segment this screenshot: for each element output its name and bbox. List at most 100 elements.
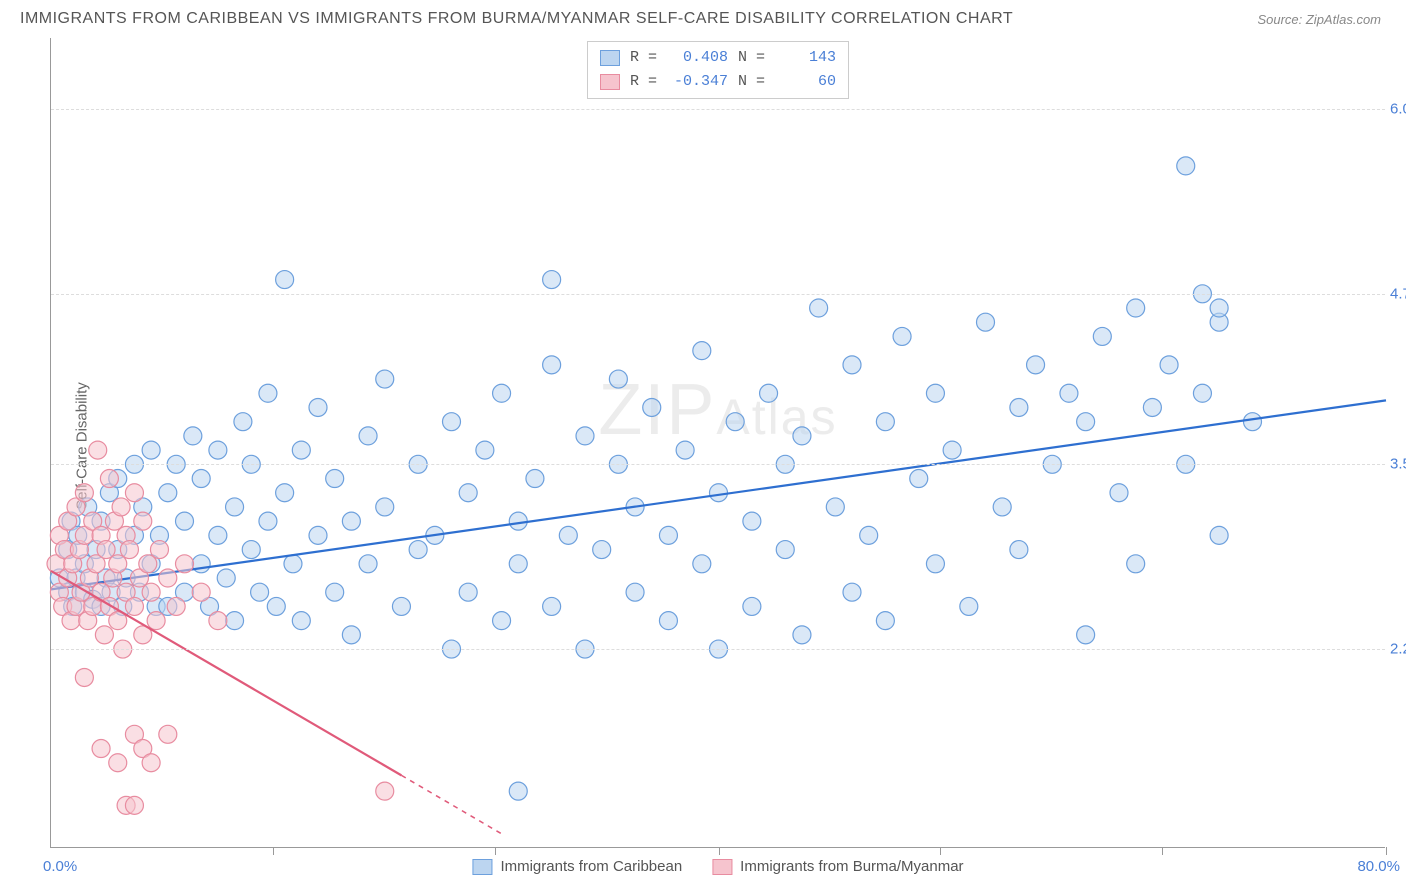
scatter-point-series-1: [192, 583, 210, 601]
legend-swatch-0: [600, 50, 620, 66]
gridline-horizontal: [51, 294, 1385, 295]
scatter-point-series-0: [1093, 327, 1111, 345]
correlation-legend: R =0.408 N =143 R =-0.347 N =60: [587, 41, 849, 99]
chart-svg: [51, 38, 1385, 847]
scatter-point-series-0: [184, 427, 202, 445]
scatter-point-series-0: [359, 555, 377, 573]
scatter-point-series-0: [459, 484, 477, 502]
gridline-horizontal: [51, 649, 1385, 650]
scatter-point-series-1: [150, 541, 168, 559]
scatter-point-series-1: [125, 484, 143, 502]
scatter-point-series-0: [342, 512, 360, 530]
scatter-point-series-0: [1160, 356, 1178, 374]
x-tick: [940, 847, 941, 855]
scatter-point-series-0: [284, 555, 302, 573]
x-tick: [495, 847, 496, 855]
chart-title: IMMIGRANTS FROM CARIBBEAN VS IMMIGRANTS …: [20, 10, 1013, 28]
scatter-point-series-1: [142, 754, 160, 772]
scatter-point-series-1: [112, 498, 130, 516]
legend-item-0: Immigrants from Caribbean: [472, 858, 682, 875]
scatter-point-series-0: [593, 541, 611, 559]
scatter-point-series-1: [159, 569, 177, 587]
scatter-point-series-0: [810, 299, 828, 317]
scatter-point-series-0: [559, 526, 577, 544]
scatter-point-series-0: [1127, 555, 1145, 573]
scatter-point-series-0: [776, 541, 794, 559]
gridline-horizontal: [51, 109, 1385, 110]
scatter-point-series-0: [743, 597, 761, 615]
scatter-point-series-0: [710, 484, 728, 502]
scatter-point-series-0: [543, 356, 561, 374]
y-tick-label: 3.5%: [1390, 456, 1406, 473]
x-tick: [273, 847, 274, 855]
legend-row-series-0: R =0.408 N =143: [600, 46, 836, 70]
scatter-point-series-0: [876, 413, 894, 431]
scatter-point-series-0: [267, 597, 285, 615]
scatter-point-series-1: [109, 754, 127, 772]
legend-swatch-1: [600, 74, 620, 90]
scatter-point-series-0: [259, 512, 277, 530]
legend-label-1: Immigrants from Burma/Myanmar: [740, 858, 963, 875]
scatter-point-series-0: [292, 612, 310, 630]
scatter-point-series-0: [326, 583, 344, 601]
scatter-point-series-0: [276, 484, 294, 502]
scatter-point-series-0: [376, 498, 394, 516]
scatter-point-series-1: [376, 782, 394, 800]
scatter-point-series-1: [142, 583, 160, 601]
scatter-point-series-0: [926, 384, 944, 402]
scatter-point-series-0: [142, 441, 160, 459]
legend-row-series-1: R =-0.347 N =60: [600, 70, 836, 94]
scatter-point-series-1: [176, 555, 194, 573]
scatter-point-series-0: [609, 370, 627, 388]
scatter-point-series-0: [926, 555, 944, 573]
scatter-point-series-0: [1110, 484, 1128, 502]
scatter-point-series-0: [292, 441, 310, 459]
scatter-point-series-0: [259, 384, 277, 402]
scatter-point-series-1: [125, 597, 143, 615]
scatter-point-series-0: [693, 555, 711, 573]
scatter-point-series-0: [1244, 413, 1262, 431]
scatter-point-series-0: [543, 597, 561, 615]
scatter-point-series-0: [159, 484, 177, 502]
scatter-point-series-0: [443, 413, 461, 431]
scatter-point-series-1: [95, 626, 113, 644]
scatter-point-series-0: [459, 583, 477, 601]
scatter-point-series-1: [209, 612, 227, 630]
series-legend: Immigrants from Caribbean Immigrants fro…: [472, 858, 963, 875]
scatter-point-series-0: [626, 583, 644, 601]
scatter-point-series-0: [743, 512, 761, 530]
scatter-point-series-0: [226, 498, 244, 516]
scatter-point-series-0: [209, 441, 227, 459]
trend-line-dashed-series-1: [401, 775, 501, 833]
scatter-point-series-1: [100, 470, 118, 488]
scatter-point-series-1: [134, 512, 152, 530]
scatter-point-series-0: [526, 470, 544, 488]
scatter-point-series-1: [147, 612, 165, 630]
scatter-point-series-0: [493, 384, 511, 402]
scatter-point-series-0: [1210, 299, 1228, 317]
scatter-point-series-1: [159, 725, 177, 743]
scatter-point-series-1: [75, 668, 93, 686]
scatter-point-series-0: [943, 441, 961, 459]
scatter-point-series-0: [643, 398, 661, 416]
trend-line-series-0: [51, 400, 1386, 589]
gridline-horizontal: [51, 464, 1385, 465]
scatter-point-series-0: [192, 470, 210, 488]
y-tick-label: 4.7%: [1390, 285, 1406, 302]
scatter-point-series-0: [509, 782, 527, 800]
scatter-point-series-0: [1077, 413, 1095, 431]
scatter-point-series-0: [543, 271, 561, 289]
scatter-point-series-0: [659, 612, 677, 630]
scatter-point-series-0: [793, 427, 811, 445]
x-tick: [1386, 847, 1387, 855]
scatter-point-series-0: [826, 498, 844, 516]
scatter-point-series-0: [1027, 356, 1045, 374]
scatter-point-series-0: [1210, 526, 1228, 544]
x-tick: [719, 847, 720, 855]
scatter-point-series-0: [876, 612, 894, 630]
scatter-point-series-0: [726, 413, 744, 431]
scatter-point-series-0: [342, 626, 360, 644]
scatter-point-series-0: [251, 583, 269, 601]
scatter-point-series-0: [242, 541, 260, 559]
scatter-point-series-0: [693, 342, 711, 360]
